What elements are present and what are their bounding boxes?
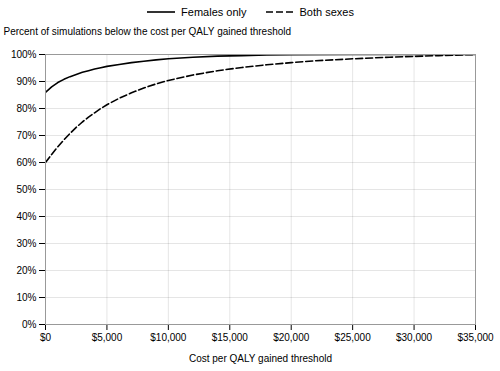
svg-text:$20,000: $20,000 [273,332,310,343]
svg-text:$30,000: $30,000 [396,332,433,343]
svg-text:Percent of simulations below t: Percent of simulations below the cost pe… [4,26,292,37]
svg-text:40%: 40% [16,211,36,222]
svg-text:$35,000: $35,000 [457,332,494,343]
svg-text:90%: 90% [16,76,36,87]
svg-text:0%: 0% [22,319,37,330]
svg-text:$15,000: $15,000 [212,332,249,343]
svg-text:10%: 10% [16,292,36,303]
svg-text:100%: 100% [11,49,37,60]
html-text:Both sexes: Both sexes [299,6,354,18]
svg-text:20%: 20% [16,265,36,276]
svg-text:50%: 50% [16,184,36,195]
svg-text:70%: 70% [16,130,36,141]
svg-text:$0: $0 [40,332,52,343]
html-text:Females only: Females only [181,6,247,18]
svg-text:Cost per QALY gained threshold: Cost per QALY gained threshold [189,353,332,364]
svg-text:80%: 80% [16,103,36,114]
svg-text:$10,000: $10,000 [150,332,187,343]
svg-text:30%: 30% [16,238,36,249]
svg-text:$5,000: $5,000 [92,332,123,343]
svg-text:$25,000: $25,000 [335,332,372,343]
svg-text:60%: 60% [16,157,36,168]
